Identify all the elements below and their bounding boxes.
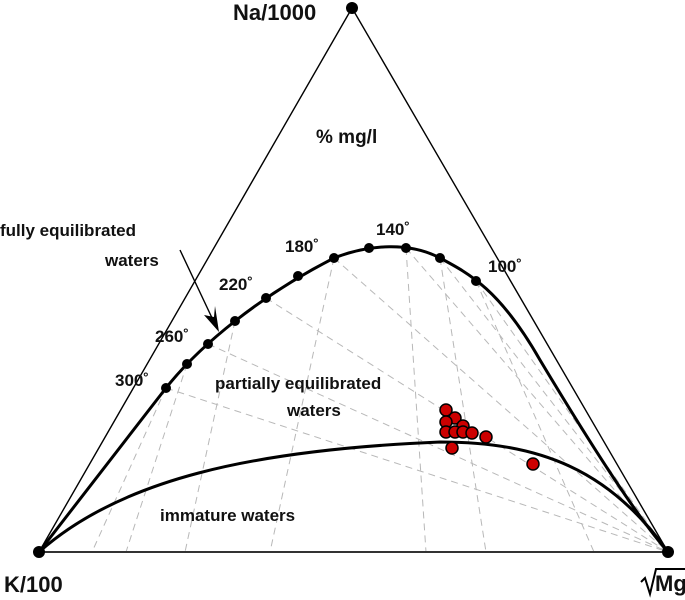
triangle-frame [38, 7, 669, 553]
temp-label-180: 180˚ [285, 237, 320, 256]
temp-label-100: 100˚ [488, 257, 523, 276]
sample-points [439, 403, 540, 471]
temp-label-220: 220˚ [219, 275, 254, 294]
region-label-full-2: waters [105, 251, 159, 270]
region-label-immature: immature waters [160, 506, 296, 525]
vertex-label-mg: Mg [655, 571, 685, 596]
immature-boundary-curve [38, 440, 670, 554]
region-label-partial-1: partially equilibrated [215, 374, 382, 393]
temperature-dots [161, 243, 481, 393]
unit-label: % mg/l [316, 127, 378, 148]
dashed-guide-lines [91, 247, 669, 553]
temp-label-260: 260˚ [155, 327, 190, 346]
vertex-label-na: Na/1000 [233, 0, 317, 25]
region-label-partial-2: waters [287, 401, 341, 420]
sqrt-icon [640, 568, 685, 598]
temp-label-140: 140˚ [376, 220, 411, 239]
temp-label-300: 300˚ [115, 371, 150, 390]
vertex-dots [33, 2, 674, 558]
region-label-full-1: fully equilibrated [0, 221, 137, 240]
vertex-label-k: K/100 [4, 572, 63, 597]
arrow-icon [179, 249, 219, 332]
